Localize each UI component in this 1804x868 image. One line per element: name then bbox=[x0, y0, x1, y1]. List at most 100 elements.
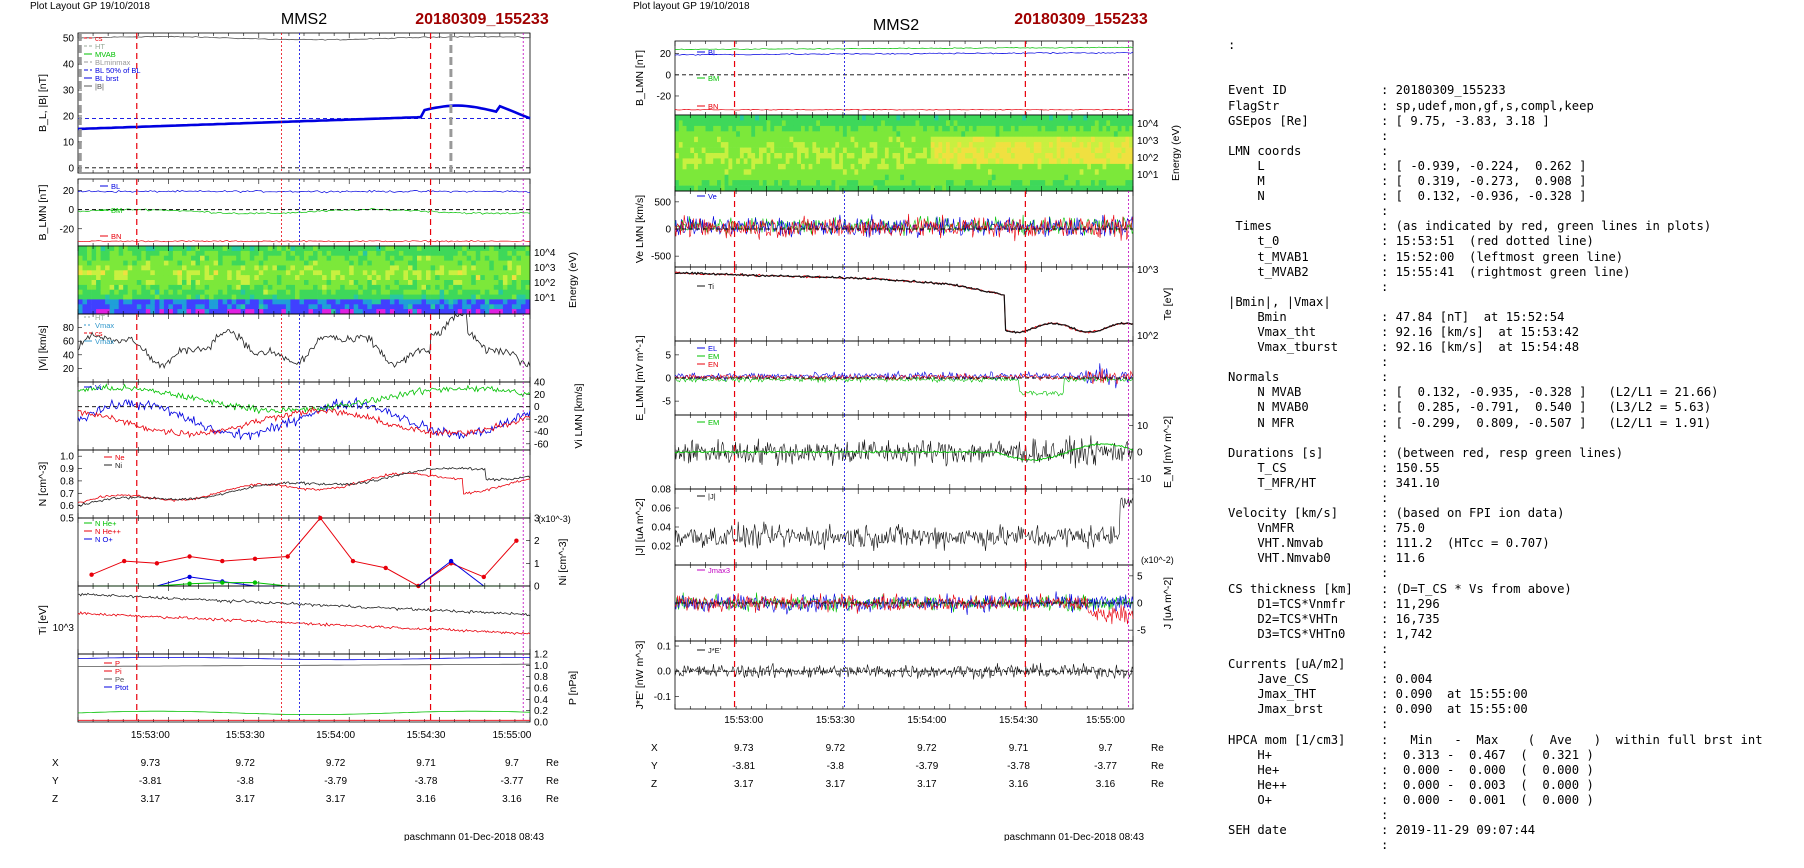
heatmap-cell bbox=[489, 250, 495, 257]
heatmap-cell bbox=[991, 174, 996, 181]
heatmap-cell bbox=[1041, 153, 1046, 159]
info-value: : 15:53:51 (red dotted line) bbox=[1381, 234, 1594, 249]
heatmap-cell bbox=[1079, 158, 1084, 165]
y-tick-label: 0 bbox=[68, 163, 74, 174]
heatmap-cell bbox=[426, 289, 431, 295]
heatmap-cell bbox=[1030, 131, 1035, 138]
heatmap-cell bbox=[272, 304, 278, 310]
legend-entry: Ti bbox=[708, 282, 714, 291]
heatmap-cell bbox=[317, 275, 323, 281]
heatmap-cell bbox=[276, 304, 282, 310]
heatmap-cell bbox=[1113, 185, 1119, 192]
heatmap-cell bbox=[1018, 180, 1023, 186]
heatmap-cell bbox=[953, 115, 958, 121]
heatmap-cell bbox=[299, 294, 305, 300]
heatmap-cell bbox=[739, 180, 745, 186]
heatmap-cell bbox=[276, 309, 282, 315]
heatmap-cell bbox=[1079, 153, 1084, 159]
heatmap-cell bbox=[789, 180, 794, 186]
heatmap-cell bbox=[1030, 158, 1035, 165]
heatmap-cell bbox=[109, 270, 115, 276]
info-key: D3=TCS*VHTn0 bbox=[1228, 626, 1346, 641]
y-tick-label: 10^1 bbox=[534, 293, 556, 304]
heatmap-cell bbox=[720, 163, 725, 170]
heatmap-cell bbox=[154, 275, 160, 281]
heatmap-cell bbox=[132, 246, 138, 252]
heatmap-cell bbox=[245, 255, 251, 261]
heatmap-cell bbox=[739, 153, 745, 159]
heatmap-cell bbox=[353, 299, 359, 305]
heatmap-cell bbox=[457, 299, 463, 305]
heatmap-cell bbox=[801, 158, 806, 165]
heatmap-cell bbox=[785, 115, 790, 121]
heatmap-cell bbox=[1071, 136, 1077, 143]
heatmap-cell bbox=[136, 289, 142, 295]
heatmap-cell bbox=[896, 125, 901, 132]
heatmap-cell bbox=[186, 289, 192, 295]
heatmap-cell bbox=[797, 158, 802, 165]
heatmap-cell bbox=[295, 265, 300, 271]
heatmap-cell bbox=[145, 255, 151, 261]
heatmap-cell bbox=[1117, 180, 1122, 186]
heatmap-cell bbox=[145, 304, 151, 310]
heatmap-cell bbox=[114, 294, 120, 300]
heatmap-cell bbox=[942, 131, 947, 138]
heatmap-cell bbox=[835, 136, 840, 143]
heatmap-cell bbox=[690, 136, 695, 143]
heatmap-cell bbox=[823, 153, 829, 159]
heatmap-cell bbox=[686, 142, 691, 148]
heatmap-cell bbox=[231, 299, 237, 305]
heatmap-cell bbox=[946, 174, 951, 181]
heatmap-cell bbox=[1049, 174, 1054, 181]
heatmap-cell bbox=[1064, 169, 1069, 176]
heatmap-cell bbox=[498, 304, 504, 310]
heatmap-cell bbox=[285, 275, 291, 281]
heatmap-cell bbox=[331, 246, 336, 252]
heatmap-cell bbox=[87, 294, 92, 300]
heatmap-cell bbox=[1117, 115, 1122, 121]
heatmap-cell bbox=[308, 275, 314, 281]
heatmap-cell bbox=[766, 125, 771, 132]
heatmap-cell bbox=[412, 265, 418, 271]
heatmap-cell bbox=[163, 299, 169, 305]
heatmap-cell bbox=[191, 289, 196, 295]
legend-entry: BN bbox=[111, 232, 121, 241]
heatmap-cell bbox=[686, 163, 691, 170]
heatmap-cell bbox=[1083, 125, 1088, 132]
heatmap-cell bbox=[398, 246, 404, 252]
heatmap-cell bbox=[313, 304, 318, 310]
legend-entry: Vi bbox=[95, 383, 102, 392]
heatmap-cell bbox=[182, 255, 187, 261]
heatmap-cell bbox=[877, 153, 882, 159]
info-value: : bbox=[1381, 279, 1389, 294]
heatmap-cell bbox=[308, 250, 314, 257]
heatmap-cell bbox=[109, 250, 115, 257]
heatmap-cell bbox=[965, 185, 970, 192]
info-value: : bbox=[1381, 143, 1389, 158]
heatmap-cell bbox=[816, 185, 821, 192]
info-key: Durations [s] bbox=[1228, 445, 1324, 460]
heatmap-cell bbox=[236, 255, 242, 261]
info-key: VnMFR bbox=[1228, 521, 1295, 536]
heatmap-cell bbox=[182, 299, 187, 305]
heatmap-cell bbox=[774, 115, 779, 121]
heatmap-cell bbox=[249, 304, 255, 310]
info-value: : bbox=[1381, 128, 1389, 143]
heatmap-cell bbox=[694, 125, 699, 132]
heatmap-cell bbox=[797, 153, 802, 159]
heatmap-cell bbox=[276, 294, 282, 300]
heatmap-cell bbox=[335, 299, 341, 305]
heatmap-cell bbox=[353, 304, 359, 310]
info-value: : bbox=[1381, 204, 1389, 219]
heatmap-cell bbox=[408, 289, 413, 295]
heatmap-cell bbox=[1037, 142, 1042, 148]
info-key: HPCA mom [1/cm3] bbox=[1228, 732, 1346, 747]
info-value: : bbox=[1381, 807, 1389, 822]
heatmap-cell bbox=[168, 275, 174, 281]
heatmap-cell bbox=[991, 125, 996, 132]
heatmap-cell bbox=[439, 275, 445, 281]
heatmap-cell bbox=[911, 136, 916, 143]
heatmap-cell bbox=[1068, 147, 1073, 154]
heatmap-cell bbox=[1060, 131, 1065, 138]
series-BM bbox=[674, 46, 1134, 51]
